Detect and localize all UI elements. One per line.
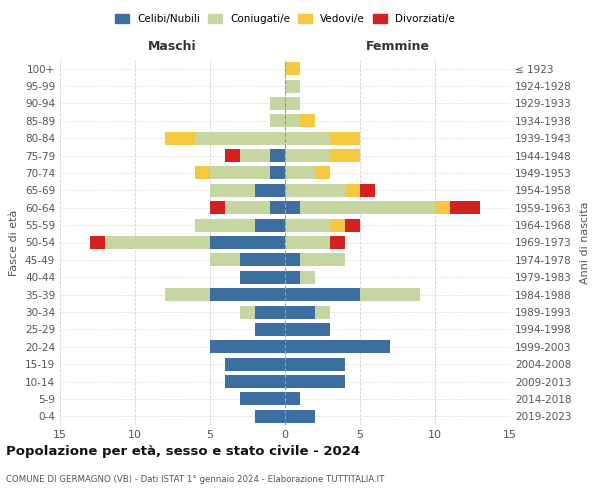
Bar [285, 132, 330, 144]
Bar [225, 201, 270, 214]
Bar [225, 375, 285, 388]
Bar [330, 236, 345, 249]
Bar [240, 306, 255, 318]
Bar [285, 375, 345, 388]
Bar [285, 340, 390, 353]
Bar [285, 218, 330, 232]
Bar [285, 410, 315, 423]
Bar [300, 254, 345, 266]
Bar [165, 288, 210, 301]
Bar [240, 392, 285, 406]
Bar [285, 166, 315, 179]
Text: Popolazione per età, sesso e stato civile - 2024: Popolazione per età, sesso e stato civil… [6, 445, 360, 458]
Bar [285, 97, 300, 110]
Bar [450, 201, 480, 214]
Bar [210, 201, 225, 214]
Bar [300, 201, 435, 214]
Bar [285, 254, 300, 266]
Bar [285, 184, 345, 197]
Bar [255, 218, 285, 232]
Y-axis label: Anni di nascita: Anni di nascita [580, 201, 590, 284]
Bar [240, 270, 285, 284]
Bar [270, 97, 285, 110]
Bar [285, 323, 330, 336]
Bar [285, 288, 360, 301]
Bar [225, 149, 240, 162]
Bar [285, 306, 315, 318]
Bar [285, 201, 300, 214]
Bar [285, 114, 300, 128]
Bar [240, 254, 285, 266]
Text: COMUNE DI GERMAGNO (VB) - Dati ISTAT 1° gennaio 2024 - Elaborazione TUTTITALIA.I: COMUNE DI GERMAGNO (VB) - Dati ISTAT 1° … [6, 475, 385, 484]
Bar [210, 184, 255, 197]
Bar [285, 392, 300, 406]
Bar [315, 166, 330, 179]
Bar [285, 270, 300, 284]
Bar [255, 184, 285, 197]
Bar [195, 218, 255, 232]
Bar [270, 114, 285, 128]
Bar [285, 236, 330, 249]
Bar [255, 306, 285, 318]
Bar [270, 166, 285, 179]
Bar [285, 149, 330, 162]
Bar [210, 288, 285, 301]
Bar [195, 166, 210, 179]
Bar [345, 184, 360, 197]
Bar [225, 358, 285, 370]
Bar [90, 236, 105, 249]
Bar [270, 201, 285, 214]
Bar [330, 132, 360, 144]
Bar [210, 166, 270, 179]
Bar [285, 358, 345, 370]
Bar [210, 340, 285, 353]
Bar [300, 114, 315, 128]
Bar [360, 288, 420, 301]
Bar [240, 149, 270, 162]
Bar [360, 184, 375, 197]
Bar [210, 236, 285, 249]
Y-axis label: Fasce di età: Fasce di età [10, 210, 19, 276]
Bar [300, 270, 315, 284]
Bar [435, 201, 450, 214]
Bar [345, 218, 360, 232]
Legend: Celibi/Nubili, Coniugati/e, Vedovi/e, Divorziati/e: Celibi/Nubili, Coniugati/e, Vedovi/e, Di… [115, 14, 455, 24]
Text: Femmine: Femmine [365, 40, 430, 53]
Bar [315, 306, 330, 318]
Text: Maschi: Maschi [148, 40, 197, 53]
Bar [270, 149, 285, 162]
Bar [255, 323, 285, 336]
Bar [285, 62, 300, 75]
Bar [255, 410, 285, 423]
Bar [330, 149, 360, 162]
Bar [165, 132, 195, 144]
Bar [285, 80, 300, 92]
Bar [105, 236, 210, 249]
Bar [330, 218, 345, 232]
Bar [210, 254, 240, 266]
Bar [195, 132, 285, 144]
